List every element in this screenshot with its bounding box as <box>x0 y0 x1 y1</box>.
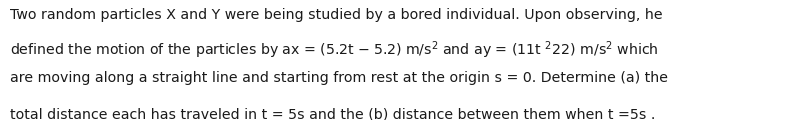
Text: are moving along a straight line and starting from rest at the origin s = 0. Det: are moving along a straight line and sta… <box>10 71 668 85</box>
Text: Two random particles X and Y were being studied by a bored individual. Upon obse: Two random particles X and Y were being … <box>10 8 663 22</box>
Text: total distance each has traveled in t = 5s and the (b) distance between them whe: total distance each has traveled in t = … <box>10 108 656 120</box>
Text: defined the motion of the particles by ax = (5.2t $-$ 5.2) m/s$\mathregular{^2}$: defined the motion of the particles by a… <box>10 40 659 61</box>
